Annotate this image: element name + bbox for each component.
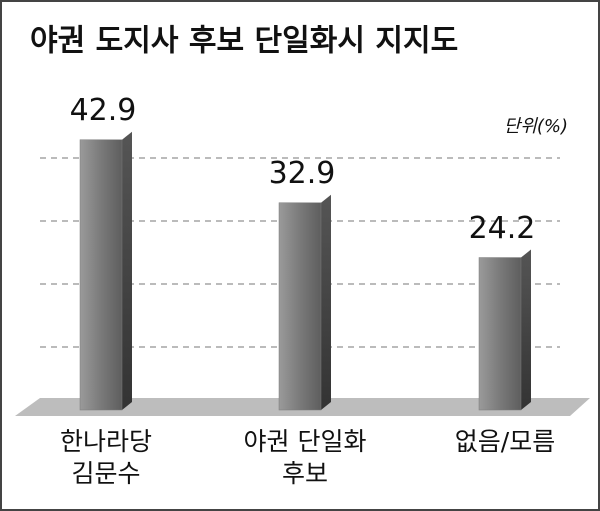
- bars: 42.9 32.9 24.2: [70, 93, 536, 411]
- bar-side: [521, 249, 531, 410]
- x-tick-label: 김문수: [71, 459, 140, 488]
- x-tick-label: 후보: [282, 459, 328, 488]
- value-label: 42.9: [70, 93, 137, 128]
- x-tick-label: 한나라당: [60, 427, 152, 456]
- bar: [278, 202, 322, 411]
- bar-side: [122, 131, 132, 411]
- grid: [40, 157, 560, 348]
- bar: [478, 257, 522, 411]
- value-label: 24.2: [469, 211, 536, 246]
- unit-label: 단위(%): [504, 116, 568, 137]
- bar-side: [321, 194, 331, 410]
- x-tick-label: 없음/모름: [455, 427, 555, 456]
- value-label: 32.9: [269, 156, 336, 191]
- bar: [79, 139, 123, 411]
- x-tick-label: 야권 단일화: [244, 427, 367, 456]
- chart-title: 야권 도지사 후보 단일화시 지지도: [30, 24, 458, 59]
